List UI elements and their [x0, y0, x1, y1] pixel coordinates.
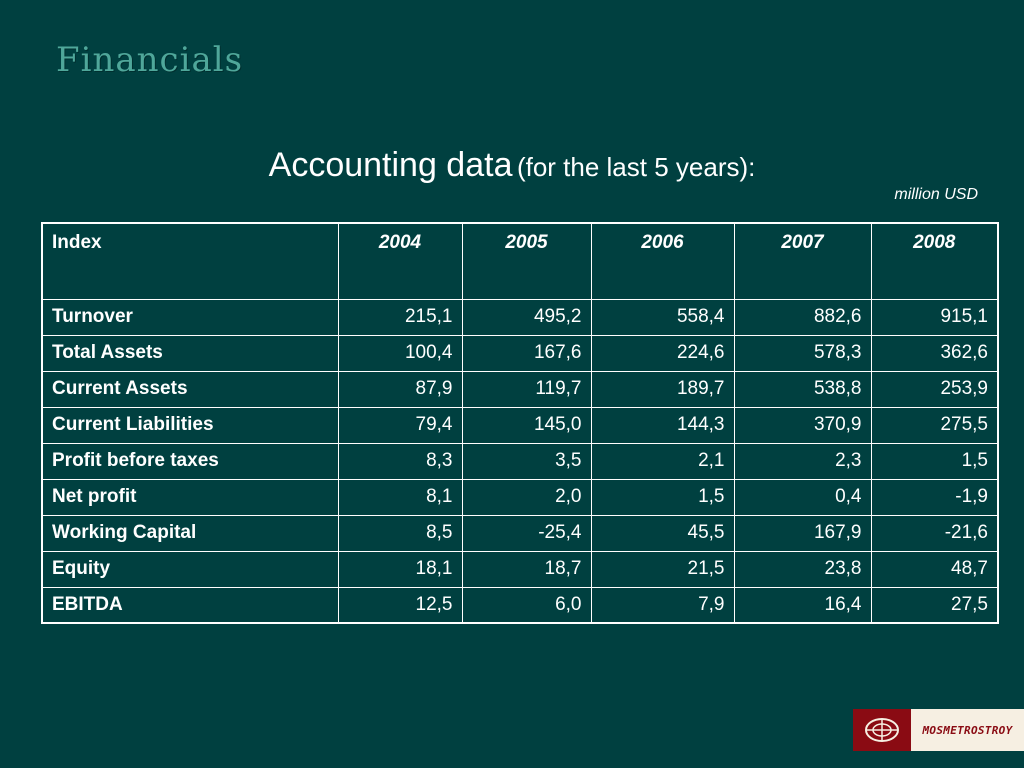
cell-value: -21,6 — [870, 514, 999, 552]
row-label: Working Capital — [41, 514, 339, 552]
cell-value: 48,7 — [870, 550, 999, 588]
accounting-table: Index 2004 2005 2006 2007 2008 Turnover 2… — [41, 222, 999, 624]
cell-value: 3,5 — [461, 442, 592, 480]
header-year: 2005 — [461, 222, 592, 300]
header-year: 2008 — [870, 222, 999, 300]
cell-value: 495,2 — [461, 298, 592, 336]
cell-value: 167,9 — [733, 514, 872, 552]
cell-value: 2,1 — [590, 442, 735, 480]
cell-value: 215,1 — [337, 298, 463, 336]
cell-value: 8,3 — [337, 442, 463, 480]
cell-value: 6,0 — [461, 586, 592, 624]
row-label: Current Liabilities — [41, 406, 339, 444]
cell-value: -25,4 — [461, 514, 592, 552]
cell-value: 12,5 — [337, 586, 463, 624]
table-row: Profit before taxes 8,3 3,5 2,1 2,3 1,5 — [41, 442, 999, 480]
cell-value: 144,3 — [590, 406, 735, 444]
cell-value: 8,5 — [337, 514, 463, 552]
row-label: Net profit — [41, 478, 339, 516]
row-label: Profit before taxes — [41, 442, 339, 480]
cell-value: 578,3 — [733, 334, 872, 372]
table-row: EBITDA 12,5 6,0 7,9 16,4 27,5 — [41, 586, 999, 624]
cell-value: 27,5 — [870, 586, 999, 624]
cell-value: 2,3 — [733, 442, 872, 480]
cell-value: 7,9 — [590, 586, 735, 624]
cell-value: 253,9 — [870, 370, 999, 408]
company-logo: MOSMETROSTROY — [853, 709, 1024, 751]
units-label: million USD — [894, 186, 978, 203]
table-row: Current Liabilities 79,4 145,0 144,3 370,9 27… — [41, 406, 999, 444]
header-row: Index 2004 2005 2006 2007 2008 — [41, 222, 999, 300]
cell-value: 45,5 — [590, 514, 735, 552]
table-row: Net profit 8,1 2,0 1,5 0,4 -1,9 — [41, 478, 999, 516]
cell-value: 167,6 — [461, 334, 592, 372]
cell-value: 8,1 — [337, 478, 463, 516]
cell-value: 21,5 — [590, 550, 735, 588]
cell-value: 87,9 — [337, 370, 463, 408]
cell-value: -1,9 — [870, 478, 999, 516]
header-year: 2004 — [337, 222, 463, 300]
cell-value: 23,8 — [733, 550, 872, 588]
cell-value: 1,5 — [590, 478, 735, 516]
logo-text: MOSMETROSTROY — [911, 709, 1024, 751]
cell-value: 362,6 — [870, 334, 999, 372]
row-label: EBITDA — [41, 586, 339, 624]
table-row: Working Capital 8,5 -25,4 45,5 167,9 -21,6 — [41, 514, 999, 552]
cell-value: 0,4 — [733, 478, 872, 516]
header-year: 2006 — [590, 222, 735, 300]
cell-value: 370,9 — [733, 406, 872, 444]
header-year: 2007 — [733, 222, 872, 300]
cell-value: 119,7 — [461, 370, 592, 408]
row-label: Equity — [41, 550, 339, 588]
cell-value: 145,0 — [461, 406, 592, 444]
cell-value: 275,5 — [870, 406, 999, 444]
subtitle-main: Accounting data — [268, 146, 513, 184]
cell-value: 2,0 — [461, 478, 592, 516]
table-row: Current Assets 87,9 119,7 189,7 538,8 253,9 — [41, 370, 999, 408]
cell-value: 882,6 — [733, 298, 872, 336]
cell-value: 538,8 — [733, 370, 872, 408]
cell-value: 915,1 — [870, 298, 999, 336]
cell-value: 224,6 — [590, 334, 735, 372]
cell-value: 18,1 — [337, 550, 463, 588]
cell-value: 79,4 — [337, 406, 463, 444]
cell-value: 100,4 — [337, 334, 463, 372]
metro-emblem-icon — [853, 709, 911, 751]
subtitle-period: (for the last 5 years): — [516, 152, 756, 182]
row-label: Turnover — [41, 298, 339, 336]
cell-value: 189,7 — [590, 370, 735, 408]
header-index: Index — [41, 222, 339, 300]
cell-value: 558,4 — [590, 298, 735, 336]
row-label: Total Assets — [41, 334, 339, 372]
row-label: Current Assets — [41, 370, 339, 408]
cell-value: 1,5 — [870, 442, 999, 480]
table-row: Total Assets 100,4 167,6 224,6 578,3 362,6 — [41, 334, 999, 372]
cell-value: 16,4 — [733, 586, 872, 624]
table-subtitle: Accounting data (for the last 5 years): — [0, 146, 1024, 185]
cell-value: 18,7 — [461, 550, 592, 588]
slide-title: Financials — [56, 40, 244, 80]
table-row: Turnover 215,1 495,2 558,4 882,6 915,1 — [41, 298, 999, 336]
table-row: Equity 18,1 18,7 21,5 23,8 48,7 — [41, 550, 999, 588]
